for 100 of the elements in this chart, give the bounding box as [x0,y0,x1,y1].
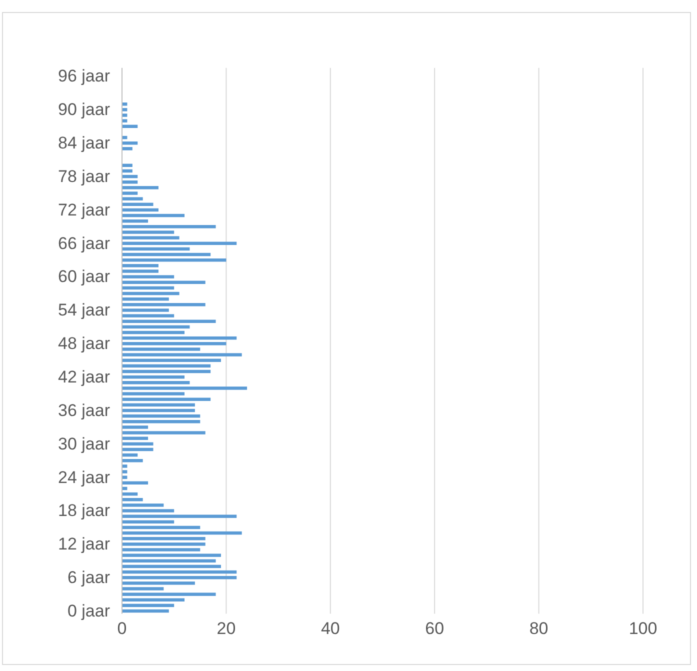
x-tick-label: 40 [320,618,340,638]
x-tick-label: 20 [216,618,236,638]
bar [122,381,190,384]
y-tick-label: 48 jaar [58,334,110,354]
bar [122,436,148,440]
bar [122,375,185,379]
x-tick-label: 60 [425,618,444,638]
y-tick-label: 12 jaar [58,534,110,554]
y-tick-label: 66 jaar [58,234,110,253]
bar [122,358,221,362]
bar [122,336,237,340]
bar [122,464,128,468]
bar [122,426,148,429]
bar [122,531,242,535]
bar [122,459,143,462]
bar [122,214,185,218]
bar [122,192,138,195]
y-tick-label: 0 jaar [67,601,110,620]
bar [122,303,206,306]
bar [122,408,195,412]
bar [122,576,237,580]
y-tick-label: 36 jaar [58,400,110,420]
bar [122,225,216,228]
bar [122,398,211,401]
bar [122,559,216,562]
bar [122,275,174,278]
bar [122,186,158,190]
bar [122,348,200,351]
x-tick-label: 100 [628,618,658,638]
bar [122,280,206,284]
bar [122,208,158,212]
y-tick-label: 42 jaar [58,368,110,386]
bar [122,554,221,557]
bar [122,526,200,530]
bar [122,342,226,346]
bar [122,147,132,150]
bar [122,476,128,479]
y-tick-label: 96 jaar [58,66,110,86]
bar [122,236,180,240]
bar [122,230,174,234]
bar [122,470,128,474]
bar [122,258,226,262]
bar [122,297,169,301]
bar [122,564,221,568]
y-tick-label: 30 jaar [58,434,110,454]
bar [122,270,158,273]
bar [122,314,174,318]
bar [122,604,174,608]
bar [122,592,216,596]
bar [122,570,237,574]
bar [122,609,169,613]
bar [122,330,185,334]
bar [122,114,128,117]
bar [122,364,211,368]
bar [122,414,200,418]
bar [122,119,128,122]
bar [122,108,128,112]
x-tick-label: 0 [117,618,127,638]
bar [122,504,164,507]
bar [122,197,143,200]
bar [122,392,185,396]
y-tick-label: 78 jaar [58,166,110,186]
bar [122,420,200,424]
bar [122,509,174,512]
y-tick-label: 24 jaar [58,468,110,487]
y-tick-label: 84 jaar [58,134,110,153]
bar [122,353,242,356]
y-tick-label: 54 jaar [58,300,110,320]
bar [122,520,174,524]
y-tick-label: 60 jaar [58,267,110,286]
bar [122,202,154,206]
bar [122,219,148,223]
bar [122,264,158,268]
bar [122,442,154,446]
bar [122,242,237,245]
bar [122,536,206,540]
bar [122,448,154,452]
y-tick-label: 90 jaar [58,100,110,120]
y-tick-label: 72 jaar [58,200,110,220]
bar [122,582,195,585]
bar [122,286,174,290]
bar [122,481,148,485]
bar [122,498,143,502]
bar [122,514,237,518]
y-tick-label: 18 jaar [58,501,110,520]
bar [122,542,206,546]
y-tick-label: 6 jaar [67,568,110,588]
bar [122,587,164,590]
x-tick-label: 80 [529,618,548,638]
bar [122,252,211,256]
bar [122,247,190,251]
bar [122,292,180,296]
bar [122,431,206,434]
bar [122,308,169,312]
bar [122,403,195,407]
bar [122,325,190,329]
bar [122,548,200,552]
bar [122,386,248,390]
bar [122,320,216,323]
bar [122,598,185,602]
